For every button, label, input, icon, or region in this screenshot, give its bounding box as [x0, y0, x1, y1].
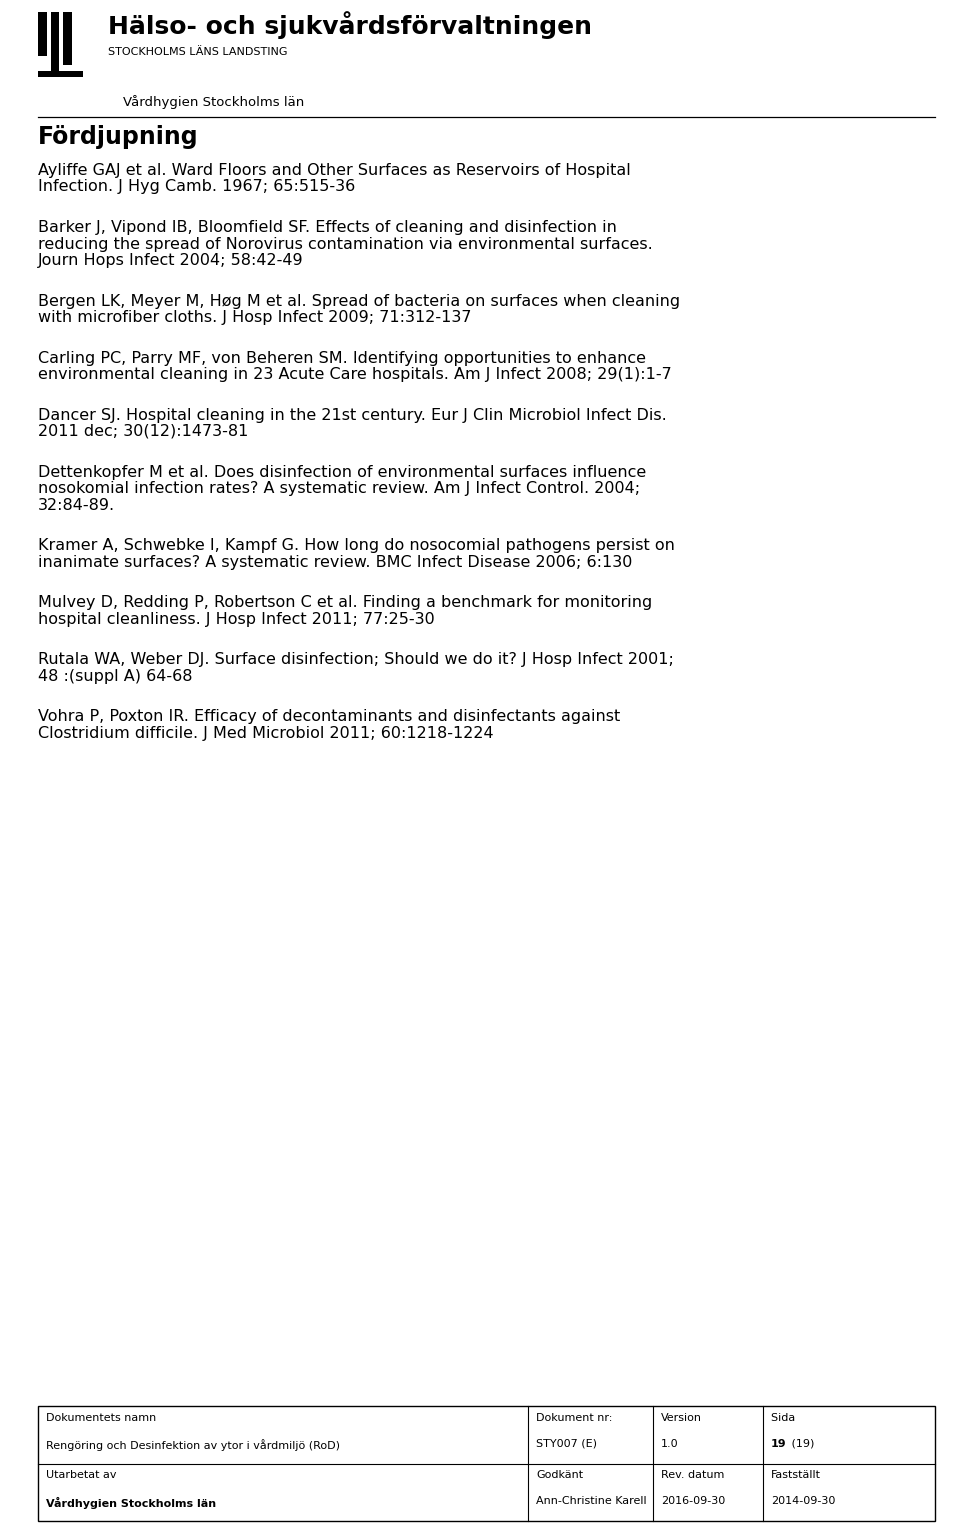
- Text: Barker J, Vipond IB, Bloomfield SF. Effects of cleaning and disinfection in: Barker J, Vipond IB, Bloomfield SF. Effe…: [38, 220, 617, 235]
- Text: 1.0: 1.0: [661, 1439, 679, 1449]
- Text: Vohra P, Poxton IR. Efficacy of decontaminants and disinfectants against: Vohra P, Poxton IR. Efficacy of decontam…: [38, 709, 620, 725]
- Text: Bergen LK, Meyer M, Høg M et al. Spread of bacteria on surfaces when cleaning: Bergen LK, Meyer M, Høg M et al. Spread …: [38, 294, 680, 309]
- Text: STY007 (E): STY007 (E): [536, 1439, 597, 1449]
- Text: Dokumentets namn: Dokumentets namn: [46, 1413, 156, 1423]
- Text: reducing the spread of Norovirus contamination via environmental surfaces.: reducing the spread of Norovirus contami…: [38, 237, 653, 251]
- Text: 48 :(suppl A) 64-68: 48 :(suppl A) 64-68: [38, 668, 193, 683]
- Text: Hälso- och sjukvårdsförvaltningen: Hälso- och sjukvårdsförvaltningen: [108, 11, 592, 38]
- Text: Rev. datum: Rev. datum: [661, 1471, 725, 1480]
- Text: Dettenkopfer M et al. Does disinfection of environmental surfaces influence: Dettenkopfer M et al. Does disinfection …: [38, 465, 646, 480]
- Text: Fördjupning: Fördjupning: [38, 125, 199, 148]
- Text: Ann-Christine Karell: Ann-Christine Karell: [536, 1497, 647, 1506]
- Text: environmental cleaning in 23 Acute Care hospitals. Am J Infect 2008; 29(1):1-7: environmental cleaning in 23 Acute Care …: [38, 367, 672, 382]
- Text: Utarbetat av: Utarbetat av: [46, 1471, 116, 1480]
- Bar: [51, 12, 60, 76]
- Text: 2014-09-30: 2014-09-30: [771, 1497, 835, 1506]
- Text: with microfiber cloths. J Hosp Infect 2009; 71:312-137: with microfiber cloths. J Hosp Infect 20…: [38, 310, 471, 326]
- Text: Journ Hops Infect 2004; 58:42-49: Journ Hops Infect 2004; 58:42-49: [38, 252, 303, 268]
- Bar: [63, 12, 72, 66]
- Text: Vårdhygien Stockholms län: Vårdhygien Stockholms län: [46, 1497, 216, 1509]
- Text: Sida: Sida: [771, 1413, 799, 1423]
- Text: Vårdhygien Stockholms län: Vårdhygien Stockholms län: [123, 95, 304, 109]
- Text: Version: Version: [661, 1413, 702, 1423]
- Text: Dancer SJ. Hospital cleaning in the 21st century. Eur J Clin Microbiol Infect Di: Dancer SJ. Hospital cleaning in the 21st…: [38, 408, 667, 422]
- Text: nosokomial infection rates? A systematic review. Am J Infect Control. 2004;: nosokomial infection rates? A systematic…: [38, 482, 640, 495]
- Text: Kramer A, Schwebke I, Kampf G. How long do nosocomial pathogens persist on: Kramer A, Schwebke I, Kampf G. How long …: [38, 538, 675, 553]
- Text: Fastställt: Fastställt: [771, 1471, 821, 1480]
- Bar: [38, 1407, 935, 1521]
- Text: Godkänt: Godkänt: [536, 1471, 583, 1480]
- Text: 19: 19: [771, 1439, 786, 1449]
- Text: Ayliffe GAJ et al. Ward Floors and Other Surfaces as Reservoirs of Hospital: Ayliffe GAJ et al. Ward Floors and Other…: [38, 164, 631, 177]
- Text: Dokument nr:: Dokument nr:: [536, 1413, 612, 1423]
- Text: Rutala WA, Weber DJ. Surface disinfection; Should we do it? J Hosp Infect 2001;: Rutala WA, Weber DJ. Surface disinfectio…: [38, 651, 674, 667]
- Text: inanimate surfaces? A systematic review. BMC Infect Disease 2006; 6:130: inanimate surfaces? A systematic review.…: [38, 555, 633, 569]
- Bar: [38, 12, 47, 57]
- Text: Mulvey D, Redding P, Robertson C et al. Finding a benchmark for monitoring: Mulvey D, Redding P, Robertson C et al. …: [38, 595, 652, 610]
- Text: Rengöring och Desinfektion av ytor i vårdmiljö (RoD): Rengöring och Desinfektion av ytor i vår…: [46, 1439, 340, 1451]
- Text: STOCKHOLMS LÄNS LANDSTING: STOCKHOLMS LÄNS LANDSTING: [108, 47, 287, 57]
- Text: 32:84-89.: 32:84-89.: [38, 497, 115, 512]
- Text: (19): (19): [788, 1439, 815, 1449]
- Text: Clostridium difficile. J Med Microbiol 2011; 60:1218-1224: Clostridium difficile. J Med Microbiol 2…: [38, 725, 493, 740]
- Text: hospital cleanliness. J Hosp Infect 2011; 77:25-30: hospital cleanliness. J Hosp Infect 2011…: [38, 612, 435, 627]
- Bar: [38, 70, 84, 76]
- Text: Carling PC, Parry MF, von Beheren SM. Identifying opportunities to enhance: Carling PC, Parry MF, von Beheren SM. Id…: [38, 350, 646, 365]
- Text: Infection. J Hyg Camb. 1967; 65:515-36: Infection. J Hyg Camb. 1967; 65:515-36: [38, 179, 355, 194]
- Text: 2016-09-30: 2016-09-30: [661, 1497, 725, 1506]
- Text: 2011 dec; 30(12):1473-81: 2011 dec; 30(12):1473-81: [38, 424, 249, 439]
